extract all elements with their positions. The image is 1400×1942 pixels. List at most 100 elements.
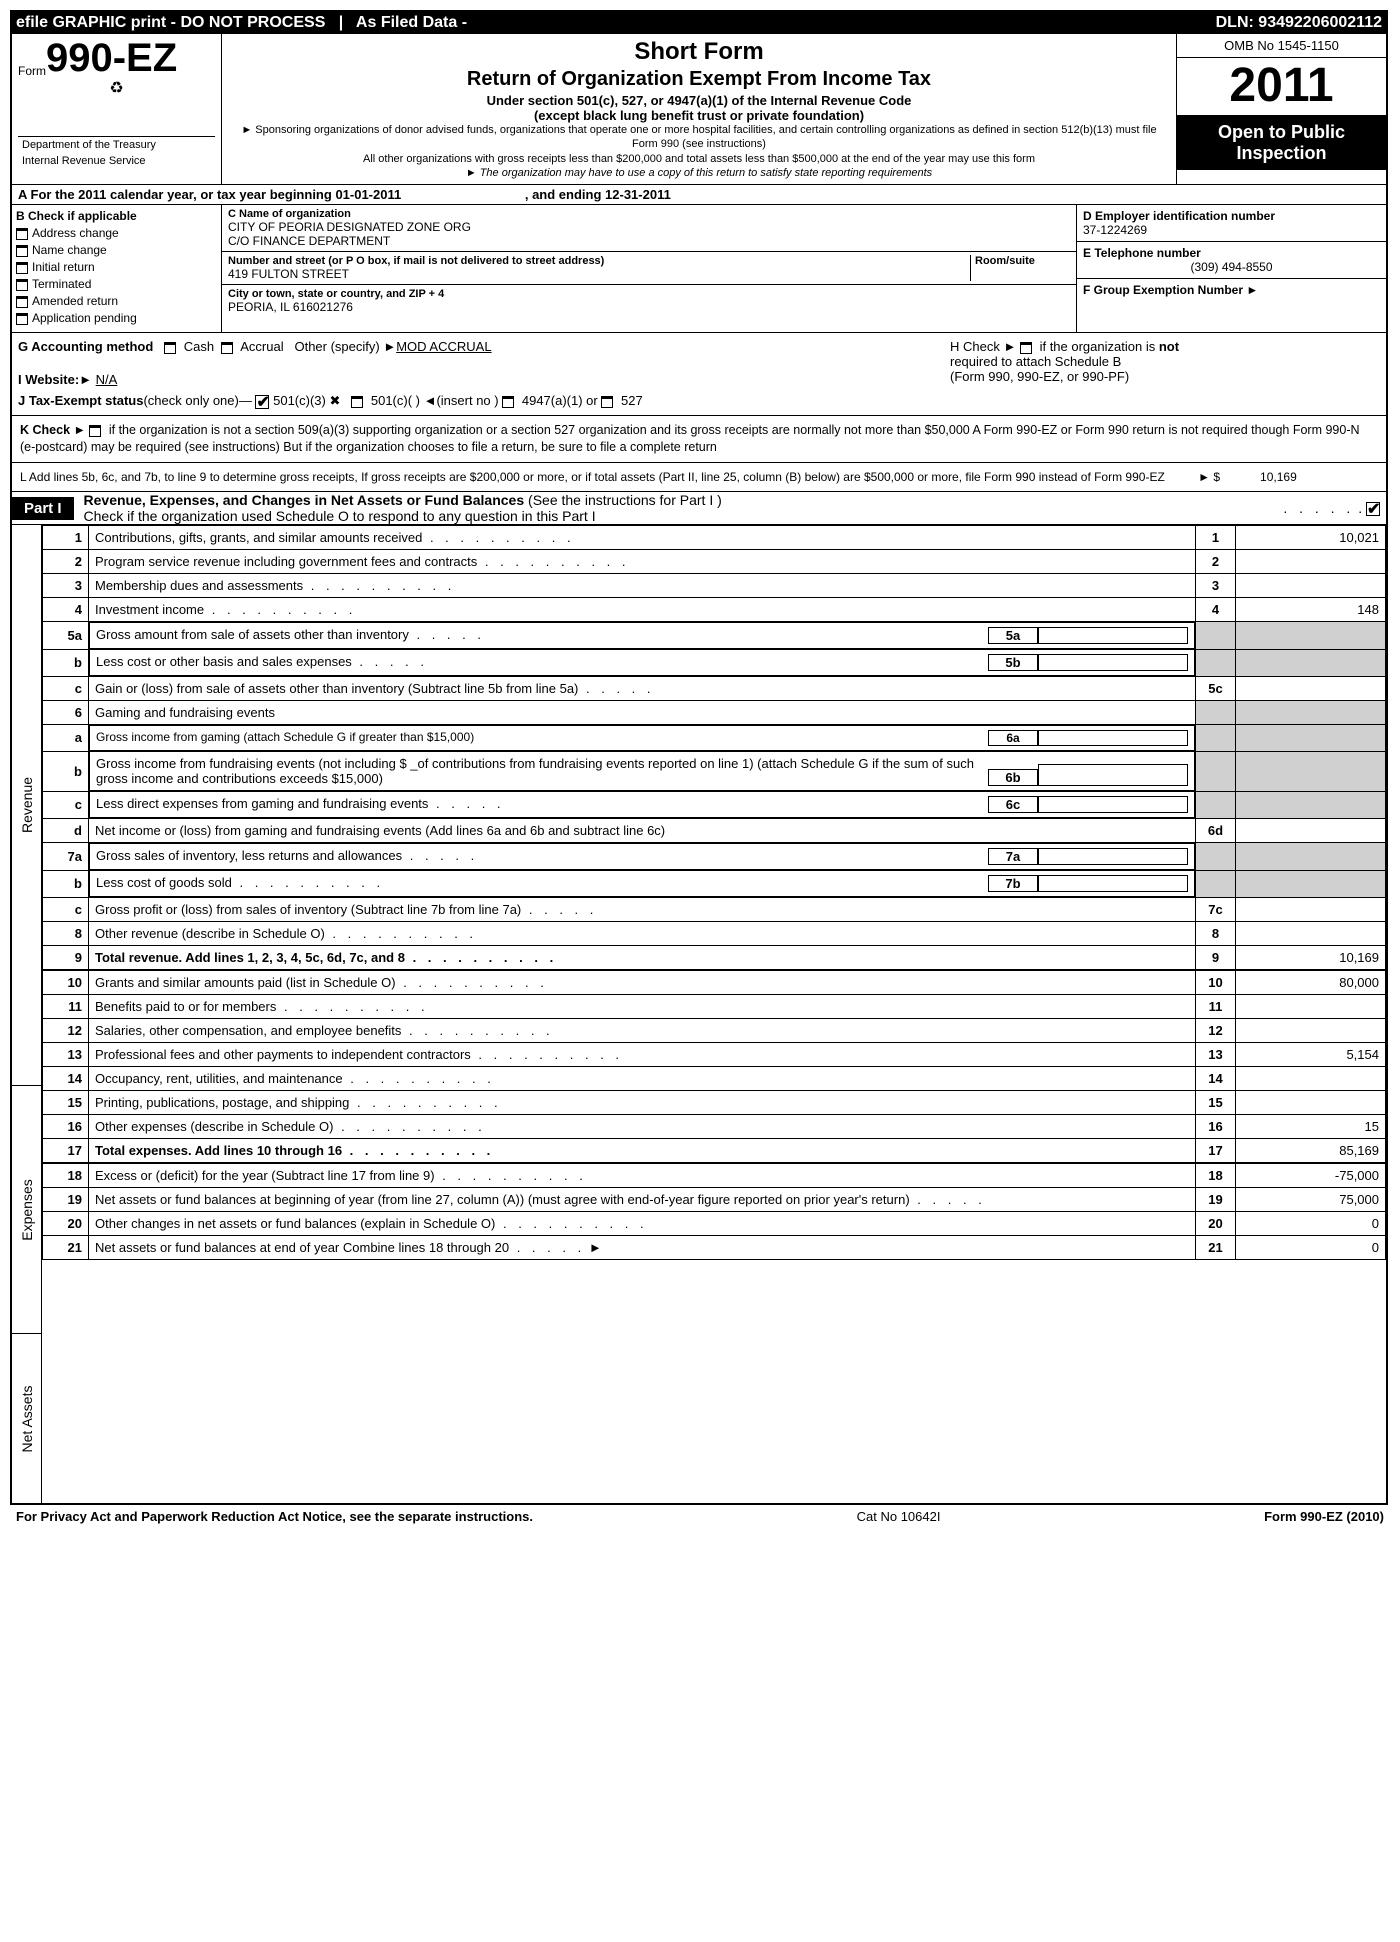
chk-h[interactable] <box>1020 342 1032 354</box>
row-5c: cGain or (loss) from sale of assets othe… <box>43 677 1386 701</box>
top-bar: efile GRAPHIC print - DO NOT PROCESS | A… <box>12 12 1386 34</box>
footer-right: Form 990-EZ (2010) <box>1264 1509 1384 1524</box>
line-l: L Add lines 5b, 6c, and 7b, to line 9 to… <box>12 463 1386 492</box>
line-l-amt: 10,169 <box>1260 470 1297 484</box>
row-5a: 5aGross amount from sale of assets other… <box>43 622 1386 650</box>
row-6a: aGross income from gaming (attach Schedu… <box>43 725 1386 752</box>
form-number: 990-EZ <box>46 38 177 78</box>
val-4: 148 <box>1236 598 1386 622</box>
except-note: (except black lung benefit trust or priv… <box>230 108 1168 123</box>
lbl-pending: Application pending <box>32 311 137 325</box>
side-netassets: Net Assets <box>12 1333 42 1503</box>
box-b: B Check if applicable Address change Nam… <box>12 205 222 332</box>
box-f-arrow: ► <box>1246 283 1258 297</box>
line-h-1: H Check ► <box>950 339 1016 354</box>
lbl-other: Other (specify) <box>294 339 379 354</box>
lbl-501c3: 501(c)(3) <box>273 393 326 408</box>
line-g-label: G Accounting method <box>18 339 153 354</box>
section-bcdef: B Check if applicable Address change Nam… <box>12 205 1386 333</box>
chk-accrual[interactable] <box>221 342 233 354</box>
chk-501c[interactable] <box>351 396 363 408</box>
line-i-label: I Website:► <box>18 372 92 387</box>
val-14 <box>1236 1067 1386 1091</box>
city-val: PEORIA, IL 616021276 <box>228 300 1070 314</box>
line-j-label: J Tax-Exempt status <box>18 393 143 408</box>
lbl-amended: Amended return <box>32 294 118 308</box>
val-13: 5,154 <box>1236 1043 1386 1067</box>
part-1-title: Revenue, Expenses, and Changes in Net As… <box>84 492 525 508</box>
footer-mid: Cat No 10642I <box>857 1509 941 1524</box>
val-19: 75,000 <box>1236 1188 1386 1212</box>
street-label: Number and street (or P O box, if mail i… <box>228 255 970 267</box>
omb-number: OMB No 1545-1150 <box>1177 34 1386 58</box>
dln-label: DLN: <box>1216 14 1254 31</box>
section-code: Under section 501(c), 527, or 4947(a)(1)… <box>230 93 1168 108</box>
form-word: Form <box>18 64 46 78</box>
cal-begin: 01-01-2011 <box>335 187 401 202</box>
chk-schedule-o[interactable] <box>1366 502 1380 516</box>
line-h-5: (Form 990, 990-EZ, or 990-PF) <box>950 369 1129 384</box>
row-20: 20Other changes in net assets or fund ba… <box>43 1212 1386 1236</box>
val-5c <box>1236 677 1386 701</box>
row-7c: cGross profit or (loss) from sales of in… <box>43 898 1386 922</box>
row-17: 17Total expenses. Add lines 10 through 1… <box>43 1139 1386 1164</box>
lbl-4947: 4947(a)(1) or <box>522 393 598 408</box>
chk-cash[interactable] <box>164 342 176 354</box>
efile-label: efile GRAPHIC print - DO NOT PROCESS <box>16 14 325 31</box>
line-l-text: L Add lines 5b, 6c, and 7b, to line 9 to… <box>20 470 1165 484</box>
recycle-icon: ♻ <box>108 78 126 94</box>
chk-k[interactable] <box>89 425 101 437</box>
side-expenses: Expenses <box>12 1085 42 1333</box>
lbl-name: Name change <box>32 243 107 257</box>
row-4: 4Investment income4148 <box>43 598 1386 622</box>
footer-left: For Privacy Act and Paperwork Reduction … <box>16 1509 533 1524</box>
row-12: 12Salaries, other compensation, and empl… <box>43 1019 1386 1043</box>
lbl-527: 527 <box>621 393 643 408</box>
part-1-table: Revenue Expenses Net Assets 1Contributio… <box>12 525 1386 1503</box>
val-2 <box>1236 550 1386 574</box>
chk-terminated[interactable] <box>16 279 28 291</box>
chk-pending[interactable] <box>16 313 28 325</box>
line-h-not: not <box>1159 339 1179 354</box>
short-form-title: Short Form <box>230 38 1168 66</box>
row-5b: bLess cost or other basis and sales expe… <box>43 649 1386 677</box>
tax-year: 2011 <box>1177 58 1386 116</box>
row-16: 16Other expenses (describe in Schedule O… <box>43 1115 1386 1139</box>
dots <box>1283 500 1354 516</box>
val-10: 80,000 <box>1236 970 1386 995</box>
line-k-label: K Check ► <box>20 423 86 437</box>
row-3: 3Membership dues and assessments3 <box>43 574 1386 598</box>
dln-value: 93492206002112 <box>1258 14 1382 31</box>
website-val: N/A <box>96 372 118 387</box>
row-6: 6Gaming and fundraising events <box>43 701 1386 725</box>
chk-501c3[interactable] <box>255 395 269 409</box>
box-e-label: E Telephone number <box>1083 246 1380 260</box>
form-990ez: efile GRAPHIC print - DO NOT PROCESS | A… <box>10 10 1388 1505</box>
row-6b: bGross income from fundraising events (n… <box>43 751 1386 791</box>
other-org-note: All other organizations with gross recei… <box>230 152 1168 166</box>
chk-address[interactable] <box>16 228 28 240</box>
row-11: 11Benefits paid to or for members11 <box>43 995 1386 1019</box>
state-note: The organization may have to use a copy … <box>230 166 1168 180</box>
val-11 <box>1236 995 1386 1019</box>
chk-527[interactable] <box>601 396 613 408</box>
row-10: 10Grants and similar amounts paid (list … <box>43 970 1386 995</box>
lbl-501c: 501(c)( ) <box>371 393 420 408</box>
chk-4947[interactable] <box>502 396 514 408</box>
row-6c: cLess direct expenses from gaming and fu… <box>43 791 1386 819</box>
chk-initial[interactable] <box>16 262 28 274</box>
val-16: 15 <box>1236 1115 1386 1139</box>
line-l-amt-label: ► $ <box>1198 470 1220 484</box>
row-7b: bLess cost of goods sold7b <box>43 870 1386 898</box>
row-2: 2Program service revenue including gover… <box>43 550 1386 574</box>
chk-amended[interactable] <box>16 296 28 308</box>
return-title: Return of Organization Exempt From Incom… <box>230 68 1168 91</box>
row-7a: 7aGross sales of inventory, less returns… <box>43 843 1386 871</box>
chk-name[interactable] <box>16 245 28 257</box>
sponsor-note: Sponsoring organizations of donor advise… <box>230 123 1168 152</box>
val-12 <box>1236 1019 1386 1043</box>
cross-icon: ✖ <box>329 393 340 408</box>
part-1-check-line: Check if the organization used Schedule … <box>84 508 596 524</box>
side-revenue: Revenue <box>12 525 42 1085</box>
footer: For Privacy Act and Paperwork Reduction … <box>10 1505 1390 1528</box>
